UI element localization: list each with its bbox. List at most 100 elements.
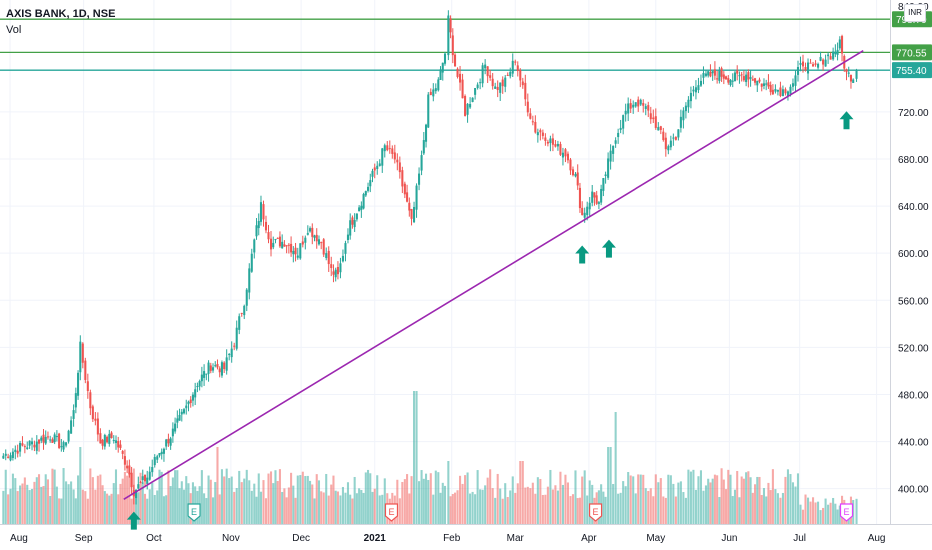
volume-bar <box>496 473 499 524</box>
volume-bar <box>126 475 129 524</box>
candle-body <box>332 271 335 275</box>
time-tick-label: 2021 <box>364 533 387 544</box>
candle-body <box>139 482 142 484</box>
volume-bar <box>46 479 49 524</box>
candle-body <box>511 60 514 74</box>
candle-body <box>344 243 347 254</box>
candle-body <box>46 436 49 438</box>
volume-bar <box>486 477 489 524</box>
candle-body <box>156 456 159 460</box>
volume-bar <box>101 485 104 524</box>
volume-bar <box>148 489 151 524</box>
trendline[interactable] <box>123 49 864 500</box>
candle-body <box>779 87 782 96</box>
volume-bar <box>767 482 770 524</box>
candle-body <box>789 86 792 94</box>
currency-button[interactable]: INR <box>904 4 926 22</box>
volume-bar <box>28 490 31 524</box>
volume-bar <box>336 491 339 524</box>
volume-bar <box>262 480 265 524</box>
volume-bar <box>355 493 358 524</box>
volume-bar <box>679 481 682 524</box>
volume-bar <box>654 474 657 524</box>
volume-bar <box>264 498 268 524</box>
volume-bar <box>327 495 330 524</box>
volume-bar <box>669 475 672 524</box>
volume-bar <box>153 494 156 524</box>
candle-body <box>622 115 625 129</box>
volume-bar <box>526 486 529 524</box>
volume-bar <box>829 502 832 524</box>
candle-body <box>692 89 695 92</box>
candle-body <box>604 174 607 177</box>
volume-bar <box>320 491 323 524</box>
volume-bar <box>632 476 635 524</box>
volume-bar <box>437 472 440 524</box>
volume-bar <box>659 478 662 524</box>
candle-body <box>564 149 567 157</box>
volume-bar <box>729 474 732 524</box>
candle-body <box>285 245 288 247</box>
candle-body <box>35 441 38 451</box>
candle-body <box>629 103 632 109</box>
arrow-up-icon <box>126 511 141 530</box>
earnings-flag-icon <box>839 503 854 522</box>
volume-bar <box>257 473 260 524</box>
volume-bar <box>2 490 5 524</box>
candle-body <box>4 453 7 456</box>
candle-body <box>814 63 817 65</box>
candle-body <box>367 186 370 191</box>
candle-body <box>713 69 716 76</box>
candle-body <box>336 267 339 275</box>
candle-body <box>751 79 754 81</box>
candle-body <box>23 446 26 448</box>
candle-body <box>593 192 596 198</box>
candle-body <box>383 145 386 152</box>
volume-bar <box>627 472 630 524</box>
candle-body <box>529 113 532 119</box>
volume-bar <box>664 497 667 524</box>
volume-bar <box>834 503 837 524</box>
volume-bar <box>521 461 524 524</box>
candle-body <box>248 268 251 293</box>
volume-bar <box>119 483 122 524</box>
volume-bar <box>738 497 741 524</box>
candle-body <box>148 471 151 480</box>
time-axis[interactable]: Aug Sep Oct Nov Dec 2021 Feb Mar Apr May Jun Jul Aug <box>10 533 885 544</box>
candle-body <box>257 221 260 229</box>
volume-bar <box>827 504 830 524</box>
candle-body <box>376 165 379 169</box>
volume-bar <box>466 472 469 524</box>
candle-body <box>454 54 457 67</box>
volume-bar <box>704 485 708 524</box>
candle-body <box>141 476 144 481</box>
volume-bar <box>762 488 766 524</box>
candle-body <box>415 185 418 210</box>
candle-body <box>657 127 660 131</box>
volume-bar <box>614 412 617 524</box>
volume-bar <box>108 495 111 524</box>
candle-body <box>353 219 356 228</box>
volume-bar <box>454 492 457 524</box>
volume-bar <box>309 480 312 524</box>
volume-bar <box>373 488 376 524</box>
earnings-flag-icon <box>588 503 603 522</box>
candle-body <box>91 406 94 420</box>
volume-bar <box>824 498 827 524</box>
candle-body <box>504 77 507 87</box>
volume-bar <box>760 495 763 524</box>
volume-bar <box>235 488 238 524</box>
volume-bar <box>602 491 605 524</box>
volume-bar <box>784 476 787 524</box>
volume-bar <box>62 468 65 524</box>
volume-bar <box>272 483 275 524</box>
candle-body <box>632 104 635 108</box>
candle-body <box>306 233 309 235</box>
volume-bar <box>852 499 855 524</box>
candle-body <box>143 475 147 482</box>
volume-bar <box>37 474 41 524</box>
candle-body <box>824 59 827 67</box>
volume-bar <box>459 475 462 524</box>
